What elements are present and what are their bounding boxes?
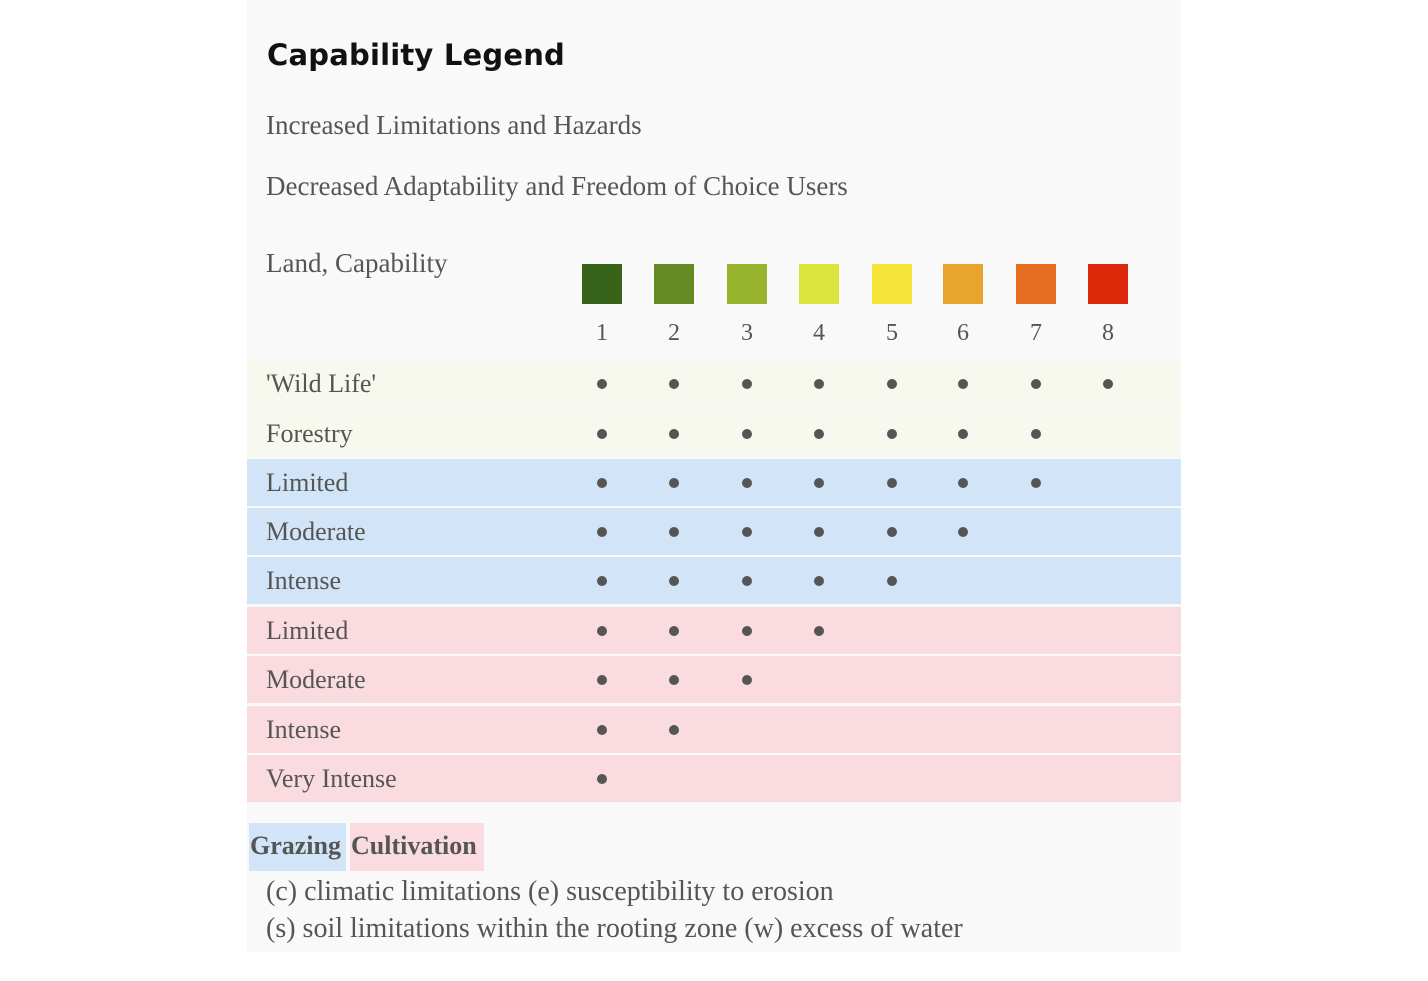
suitability-dot-class-3 [742,429,752,439]
class-number-1: 1 [596,320,608,346]
row-label: Very Intense [266,764,397,793]
suitability-dot-class-2 [669,527,679,537]
land-use-row: Forestry [247,410,1181,457]
class-swatch-2 [654,264,694,304]
class-number-6: 6 [957,320,969,346]
land-use-row: Limited [247,607,1181,654]
note-line-1: (c) climatic limitations (e) susceptibil… [266,876,834,907]
row-label: Intense [266,566,342,595]
land-use-row: Moderate [247,656,1181,703]
suitability-dot-class-1 [597,725,607,735]
suitability-dot-class-3 [742,527,752,537]
suitability-dot-class-8 [1103,379,1113,389]
suitability-dot-class-5 [887,478,897,488]
class-swatch-7 [1016,264,1056,304]
suitability-dot-class-4 [814,576,824,586]
class-swatch-3 [727,264,767,304]
land-use-row: Intense [247,557,1181,604]
class-number-3: 3 [741,320,753,346]
subtitle-limitations: Increased Limitations and Hazards [266,110,642,140]
class-number-7: 7 [1030,320,1042,346]
suitability-dot-class-2 [669,576,679,586]
suitability-dot-class-6 [958,379,968,389]
class-number-8: 8 [1102,320,1114,346]
row-label: 'Wild Life' [266,369,377,398]
class-swatch-5 [872,264,912,304]
subtitle-adaptability: Decreased Adaptability and Freedom of Ch… [266,171,848,201]
suitability-dot-class-2 [669,675,679,685]
suitability-dot-class-4 [814,478,824,488]
suitability-dot-class-6 [958,478,968,488]
suitability-dot-class-3 [742,576,752,586]
suitability-dot-class-2 [669,478,679,488]
suitability-dot-class-4 [814,379,824,389]
suitability-dot-class-3 [742,379,752,389]
suitability-dot-class-1 [597,774,607,784]
row-label: Moderate [266,665,366,694]
class-swatch-4 [799,264,839,304]
key-grazing: Grazing [249,823,346,871]
suitability-dot-class-7 [1031,379,1041,389]
suitability-dot-class-5 [887,379,897,389]
class-number-4: 4 [813,320,825,346]
row-label: Moderate [266,517,366,546]
suitability-dot-class-2 [669,626,679,636]
key-cultivation: Cultivation [350,823,484,871]
land-capability-label: Land, Capability [266,248,448,278]
suitability-dot-class-1 [597,379,607,389]
suitability-dot-class-3 [742,626,752,636]
land-use-row: Very Intense [247,755,1181,802]
suitability-dot-class-6 [958,429,968,439]
class-number-2: 2 [668,320,680,346]
capability-legend-panel: Capability Legend Increased Limitations … [247,0,1181,952]
land-use-row: Intense [247,706,1181,753]
suitability-dot-class-6 [958,527,968,537]
suitability-dot-class-5 [887,527,897,537]
suitability-dot-class-3 [742,675,752,685]
suitability-dot-class-4 [814,527,824,537]
class-swatch-8 [1088,264,1128,304]
suitability-dot-class-1 [597,576,607,586]
suitability-dot-class-1 [597,478,607,488]
suitability-dot-class-4 [814,626,824,636]
suitability-dot-class-1 [597,527,607,537]
land-use-row: Limited [247,459,1181,506]
suitability-dot-class-5 [887,429,897,439]
row-label: Intense [266,715,342,744]
suitability-dot-class-2 [669,725,679,735]
legend-title: Capability Legend [267,38,566,72]
suitability-dot-class-3 [742,478,752,488]
suitability-dot-class-5 [887,576,897,586]
land-use-row: 'Wild Life' [247,360,1181,407]
class-swatch-1 [582,264,622,304]
suitability-dot-class-7 [1031,478,1041,488]
suitability-dot-class-4 [814,429,824,439]
suitability-dot-class-7 [1031,429,1041,439]
class-swatch-6 [943,264,983,304]
row-label: Limited [266,468,349,497]
row-label: Limited [266,616,349,645]
suitability-dot-class-2 [669,379,679,389]
suitability-dot-class-1 [597,626,607,636]
class-number-5: 5 [886,320,898,346]
row-label: Forestry [266,419,353,448]
suitability-dot-class-2 [669,429,679,439]
suitability-dot-class-1 [597,429,607,439]
land-use-row: Moderate [247,508,1181,555]
suitability-dot-class-1 [597,675,607,685]
note-line-2: (s) soil limitations within the rooting … [266,913,963,944]
